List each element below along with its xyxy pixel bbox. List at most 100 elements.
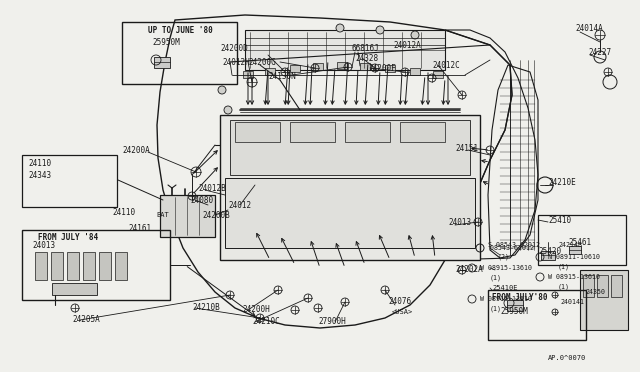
Text: 24205A: 24205A xyxy=(72,315,100,324)
Bar xyxy=(52,283,97,295)
Bar xyxy=(122,22,237,84)
Text: 25950M: 25950M xyxy=(500,308,528,317)
Bar xyxy=(22,155,117,207)
Bar xyxy=(245,30,445,70)
Bar xyxy=(611,275,622,297)
Text: 24200F: 24200F xyxy=(368,64,396,73)
Text: <USA>: <USA> xyxy=(392,309,413,315)
Text: 24210B: 24210B xyxy=(192,304,220,312)
Text: 25410: 25410 xyxy=(548,215,571,224)
Text: 24012: 24012 xyxy=(228,201,251,209)
Text: 24110: 24110 xyxy=(112,208,135,217)
Text: 24210E: 24210E xyxy=(548,177,576,186)
Text: 25950M: 25950M xyxy=(152,38,180,46)
Text: AP.0^0070: AP.0^0070 xyxy=(548,355,586,361)
Text: 24214B: 24214B xyxy=(558,242,582,248)
Circle shape xyxy=(336,24,344,32)
Text: (1): (1) xyxy=(490,306,502,312)
Bar xyxy=(83,252,95,280)
Bar xyxy=(225,178,475,248)
Text: 24080: 24080 xyxy=(190,196,213,205)
Text: W 08915-13610: W 08915-13610 xyxy=(480,265,532,271)
Bar xyxy=(22,230,170,300)
Text: 24227: 24227 xyxy=(588,48,611,57)
Bar xyxy=(488,290,586,340)
Bar xyxy=(154,57,170,68)
Bar xyxy=(290,65,300,72)
Bar xyxy=(538,215,626,265)
Text: FROM JULY'80: FROM JULY'80 xyxy=(492,294,547,302)
Text: 24343: 24343 xyxy=(28,170,51,180)
Bar xyxy=(265,68,275,75)
Text: 24076: 24076 xyxy=(388,298,411,307)
Text: 24200H: 24200H xyxy=(242,305,269,314)
Bar xyxy=(230,120,470,175)
Bar xyxy=(243,71,253,78)
Text: 66816J: 66816J xyxy=(352,44,380,52)
Bar xyxy=(360,63,370,70)
Text: 27900H: 27900H xyxy=(318,317,346,327)
Bar xyxy=(337,62,347,69)
Bar xyxy=(115,252,127,280)
Text: 24328: 24328 xyxy=(355,54,378,62)
Text: (1): (1) xyxy=(558,284,570,290)
Bar xyxy=(507,300,523,311)
Bar xyxy=(290,122,335,142)
Bar xyxy=(400,122,445,142)
Text: 24151: 24151 xyxy=(455,144,478,153)
Text: 24014A: 24014A xyxy=(575,23,603,32)
Text: 24013: 24013 xyxy=(32,241,55,250)
Text: 24110: 24110 xyxy=(28,158,51,167)
Bar xyxy=(597,275,608,297)
Text: W 08915-13610: W 08915-13610 xyxy=(480,296,532,302)
Text: 240141: 240141 xyxy=(560,299,584,305)
Text: 24012A: 24012A xyxy=(393,41,420,49)
Text: 24350: 24350 xyxy=(585,289,605,295)
Text: (2): (2) xyxy=(498,254,510,260)
Circle shape xyxy=(218,86,226,94)
Circle shape xyxy=(224,106,232,114)
Bar xyxy=(583,275,594,297)
Text: 24200B: 24200B xyxy=(202,211,230,219)
Bar xyxy=(51,252,63,280)
Text: 24210C: 24210C xyxy=(252,317,280,327)
Bar xyxy=(235,122,280,142)
Text: 24202A: 24202A xyxy=(455,266,483,275)
Bar xyxy=(35,252,47,280)
Text: BAT: BAT xyxy=(157,212,170,218)
Text: 25461: 25461 xyxy=(568,237,591,247)
Text: N 08911-10610: N 08911-10610 xyxy=(548,254,600,260)
Text: 25410E: 25410E xyxy=(492,285,518,291)
Bar xyxy=(160,195,215,237)
Text: 24013: 24013 xyxy=(448,218,471,227)
Text: 24200D: 24200D xyxy=(220,44,248,52)
Bar xyxy=(99,252,111,280)
Circle shape xyxy=(376,26,384,34)
Circle shape xyxy=(411,31,419,39)
Text: 08543-62012: 08543-62012 xyxy=(486,245,534,251)
Text: 25420: 25420 xyxy=(538,247,561,257)
Bar xyxy=(385,65,395,72)
Bar xyxy=(67,252,79,280)
Bar xyxy=(313,63,323,70)
Bar xyxy=(580,270,628,330)
Bar xyxy=(433,71,443,78)
Text: 24012C: 24012C xyxy=(432,61,460,70)
Text: 24161: 24161 xyxy=(128,224,151,232)
Bar xyxy=(541,251,555,260)
Text: FROM JULY '84: FROM JULY '84 xyxy=(38,232,98,241)
Bar xyxy=(220,115,480,260)
Text: W 08915-13610: W 08915-13610 xyxy=(548,274,600,280)
Text: UP TO JUNE '80: UP TO JUNE '80 xyxy=(148,26,212,35)
Bar xyxy=(345,122,390,142)
Text: 24012B: 24012B xyxy=(198,183,226,192)
Text: 24200G: 24200G xyxy=(248,58,276,67)
Text: 24200A: 24200A xyxy=(122,145,150,154)
Text: S 08543-62012: S 08543-62012 xyxy=(488,242,540,248)
Text: (1): (1) xyxy=(490,275,502,281)
Bar xyxy=(410,68,420,75)
Text: 24012H: 24012H xyxy=(222,58,250,67)
Text: (1): (1) xyxy=(558,264,570,270)
Text: 24130N: 24130N xyxy=(268,71,296,80)
Bar xyxy=(569,246,581,254)
